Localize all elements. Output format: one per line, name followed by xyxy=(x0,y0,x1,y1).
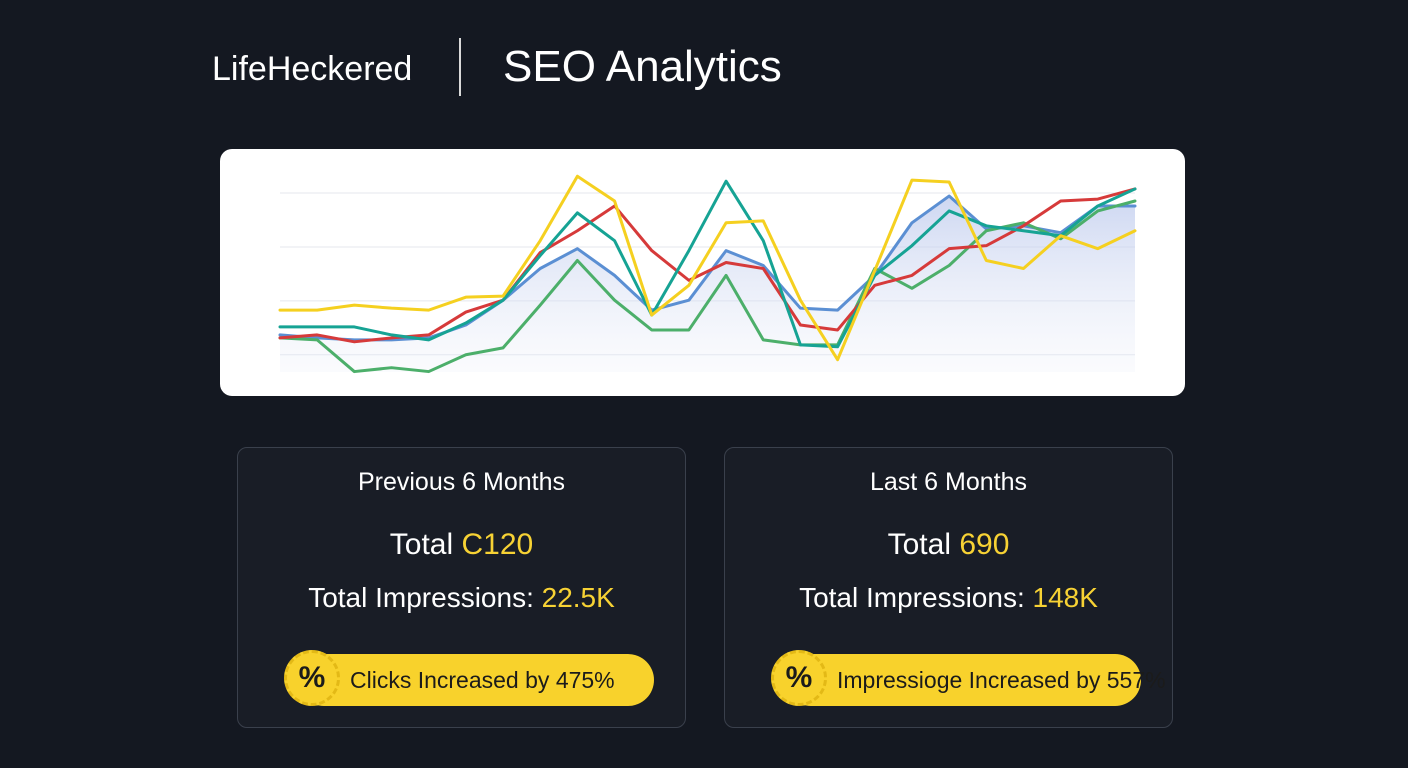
brand: LifeHeckered xyxy=(212,50,413,88)
card-title: Last 6 Months xyxy=(869,468,1028,496)
line xyxy=(278,179,1137,349)
card-title: Previous 6 Months xyxy=(357,468,566,496)
badge: % Clicks Increased by 475% xyxy=(284,650,654,706)
total-label: Total xyxy=(887,528,951,561)
badge-value: 475% xyxy=(555,667,615,693)
impressions-line: Total Impressions: 148K xyxy=(725,582,1172,614)
line xyxy=(278,174,1137,362)
badge-text: Impressioge Increased by xyxy=(837,667,1101,693)
stat-card: Last 6 Months Total 690 Total Impressions:… xyxy=(724,447,1173,728)
impressions-label: Total Impressions: xyxy=(308,582,534,613)
total-line: Total C120 xyxy=(238,528,685,562)
total-value: 690 xyxy=(959,528,1010,561)
total-value: C120 xyxy=(461,528,534,561)
badge: % Impressioge Increased by 557% xyxy=(771,650,1166,706)
divider xyxy=(459,38,461,96)
badge-value: 557% xyxy=(1106,667,1166,693)
badge-icon: % xyxy=(284,650,340,706)
badge-icon: % xyxy=(771,650,827,706)
line xyxy=(278,199,1137,374)
total-line: Total 690 xyxy=(725,528,1172,562)
page-title: SEO Analytics xyxy=(503,42,782,91)
area xyxy=(280,196,1135,372)
badge-text: Clicks Increased by xyxy=(350,667,550,693)
chart-card xyxy=(220,149,1185,396)
total-label: Total xyxy=(389,528,454,561)
impressions-label: Total Impressions: xyxy=(799,582,1025,613)
line xyxy=(278,187,1137,344)
impressions-value: 22.5K xyxy=(541,582,615,613)
stat-card: Previous 6 Months Total C120 Total Impress… xyxy=(237,447,686,728)
impressions-value: 148K xyxy=(1032,582,1098,613)
impressions-line: Total Impressions: 22.5K xyxy=(238,582,685,614)
chart xyxy=(278,174,1137,374)
